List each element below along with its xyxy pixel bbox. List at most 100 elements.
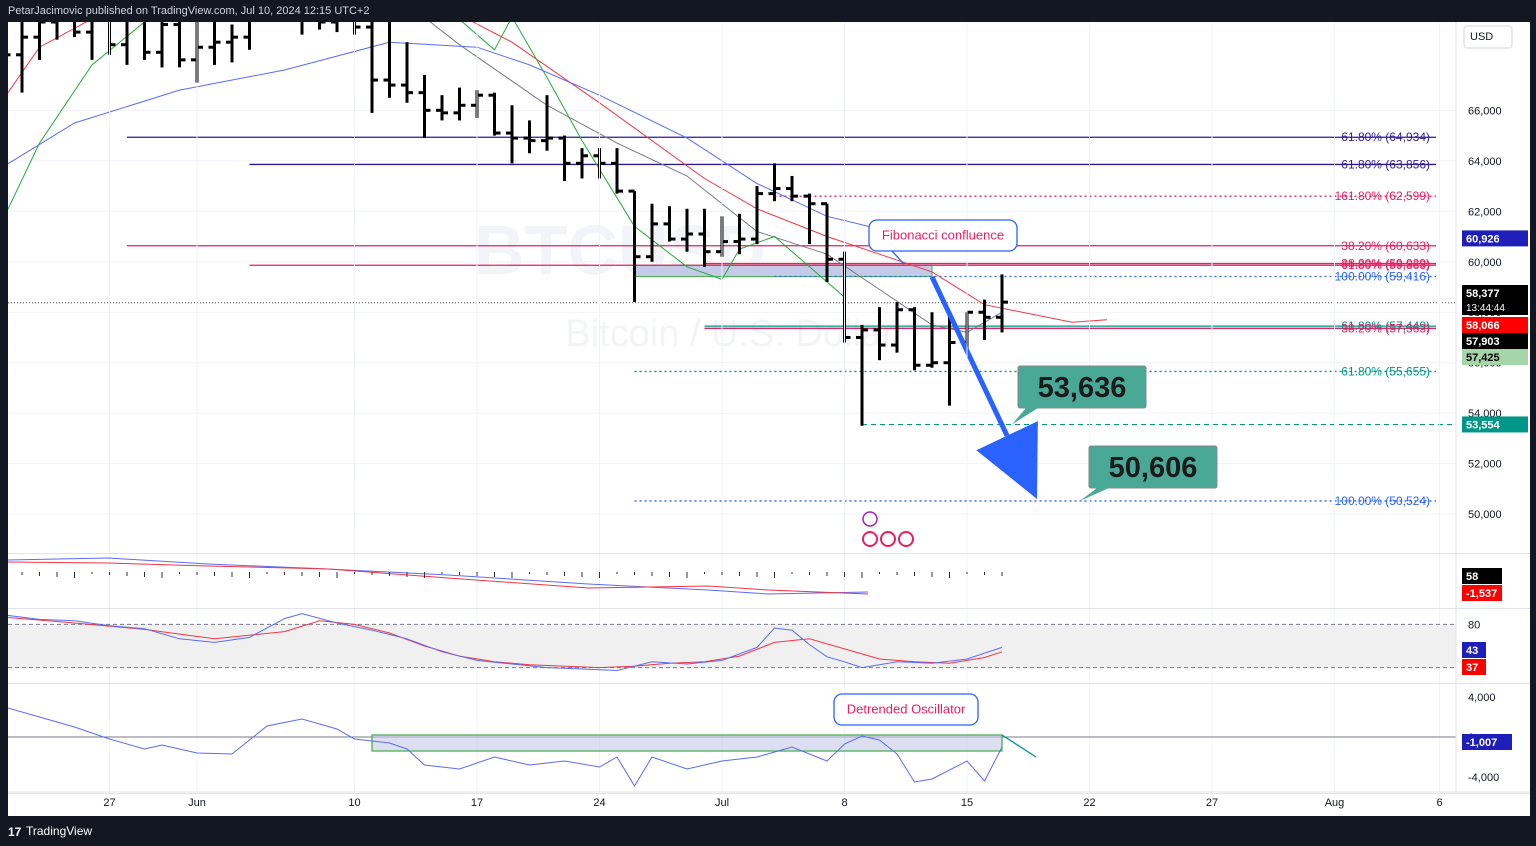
tradingview-logo-icon: 17 [8, 825, 22, 839]
dpo-highlight-box [371, 734, 1003, 752]
ohlc-bar [891, 302, 903, 353]
ohlc-bar [803, 193, 816, 245]
date-tick-label: 17 [471, 797, 483, 809]
target-50606-box [1088, 445, 1218, 489]
price-tick-label: 60,000 [1468, 257, 1502, 269]
indicator-badge-label: -1,007 [1466, 737, 1497, 749]
date-tick-label: 27 [1206, 797, 1218, 809]
price-badge: 57,425 [1462, 349, 1528, 365]
date-tick-label: 27 [103, 797, 115, 809]
ohlc-bar [366, 22, 378, 113]
ohlc-bar [996, 274, 1008, 333]
price-tick-label: 62,000 [1468, 206, 1502, 218]
date-tick-label: 6 [1436, 797, 1442, 809]
date-tick-label: Aug [1325, 797, 1345, 809]
ohlc-bar [383, 22, 396, 98]
fib-level-label: 61.80% (64,934) [1341, 130, 1430, 144]
ohlc-bar [523, 120, 536, 154]
ohlc-bar [576, 148, 588, 179]
detrended-oscillator-callout-text: Detrended Oscillator [847, 702, 966, 717]
ohlc-bar [856, 324, 868, 426]
ohlc-bar [33, 22, 46, 60]
target-53636-box [1017, 365, 1147, 409]
callout-pointer [891, 250, 905, 265]
us-flag-icon [880, 531, 896, 547]
ohlc-bar [226, 24, 238, 63]
tradingview-brand: TradingView [26, 824, 93, 838]
indicator-badge-bg [1462, 585, 1502, 601]
price-badge-bg [1462, 333, 1528, 349]
us-flag-icon [862, 531, 878, 547]
moving-average-line [8, 41, 915, 237]
ohlc-bar [681, 208, 693, 252]
fib-level-label: 100.00% (50,524) [1335, 494, 1430, 508]
price-badge-bg [1462, 317, 1528, 333]
volume-osc-line-red [8, 561, 869, 595]
currency-label: USD [1470, 31, 1493, 43]
volume-oscillator-pane [8, 557, 1003, 595]
ohlc-bar [401, 42, 413, 103]
ohlc-bar [331, 22, 339, 33]
ohlc-bar [628, 189, 641, 303]
price-badge: 58,377 13:44:44 [1462, 285, 1528, 315]
ohlc-bar [73, 22, 81, 38]
ohlc-bar [646, 203, 658, 262]
ohlc-bar [751, 186, 763, 245]
target-50606-pointer [1080, 488, 1109, 501]
fib-level-label: 161.80% (62,599) [1335, 189, 1430, 203]
indicator-badge: 58 [1462, 568, 1502, 584]
lightning-icon [862, 511, 878, 527]
ohlc-bar [698, 208, 711, 267]
ohlc-bar [173, 22, 186, 68]
price-badge: 58,066 [1462, 317, 1528, 333]
ohlc-bar [611, 148, 623, 194]
fibonacci-confluence-callout-box [868, 219, 1018, 252]
ohlc-bar [926, 312, 938, 368]
price-tick-label: 52,000 [1468, 459, 1502, 471]
indicator-badge: -1,537 [1462, 585, 1502, 601]
target-50606-text: 50,606 [1109, 452, 1198, 484]
projection-arrow [929, 275, 1010, 437]
ohlc-bar [418, 75, 431, 139]
indicator-badge-label: 43 [1466, 645, 1478, 657]
footer-bar: 17 TradingView [0, 816, 1536, 846]
indicator-badge: 37 [1462, 659, 1486, 675]
detrended-oscillator-callout: Detrended Oscillator [833, 693, 979, 726]
indicator-badge-label: -1,537 [1466, 588, 1497, 600]
symbol-watermark-sub: Bitcoin / U.S. Dollar [565, 313, 895, 355]
rsi-d-line [8, 616, 1003, 669]
price-badge-countdown: 13:44:44 [1466, 303, 1505, 314]
publisher-text: PetarJacimovic published on TradingView.… [8, 5, 370, 17]
indicator-badge-bg [1462, 568, 1502, 584]
ohlc-bar [8, 53, 11, 57]
price-badge-label: 57,903 [1466, 336, 1500, 348]
chart-frame[interactable]: BTCUSD Bitcoin / U.S. Dollar 61.80% (64,93… [8, 22, 1530, 816]
ohlc-bar [318, 22, 326, 30]
ohlc-bar [558, 135, 571, 181]
indicator-badge-label: 37 [1466, 662, 1478, 674]
ohlc-bar [733, 213, 746, 255]
price-tick-label: 64,000 [1468, 156, 1502, 168]
price-badge-bg [1462, 349, 1528, 365]
target-53636-pointer [1012, 408, 1038, 425]
ohlc-bar [143, 22, 151, 60]
ohlc-bar [541, 95, 553, 151]
indicator-badge-bg [1462, 734, 1512, 750]
fibonacci-confluence-zone [634, 264, 933, 278]
fibonacci-confluence-callout: Fibonacci confluence [868, 219, 1018, 252]
price-badge-label: 57,425 [1466, 352, 1500, 364]
ohlc-bar [51, 22, 59, 40]
dpo-trend-line [1001, 734, 1037, 758]
ohlc-bar [243, 22, 251, 50]
projection-arrow-head [976, 421, 1038, 499]
target-53636-text: 53,636 [1038, 372, 1127, 404]
indicator-badge-bg [1462, 659, 1486, 675]
stochastic-rsi-pane [8, 613, 1456, 672]
ohlc-bar [121, 22, 129, 65]
price-badge-label: 60,926 [1466, 233, 1500, 245]
price-badge-label: 58,377 [1466, 288, 1500, 300]
fib-level-label: 38.20% (60,633) [1341, 239, 1430, 253]
ohlc-bar [663, 206, 676, 242]
